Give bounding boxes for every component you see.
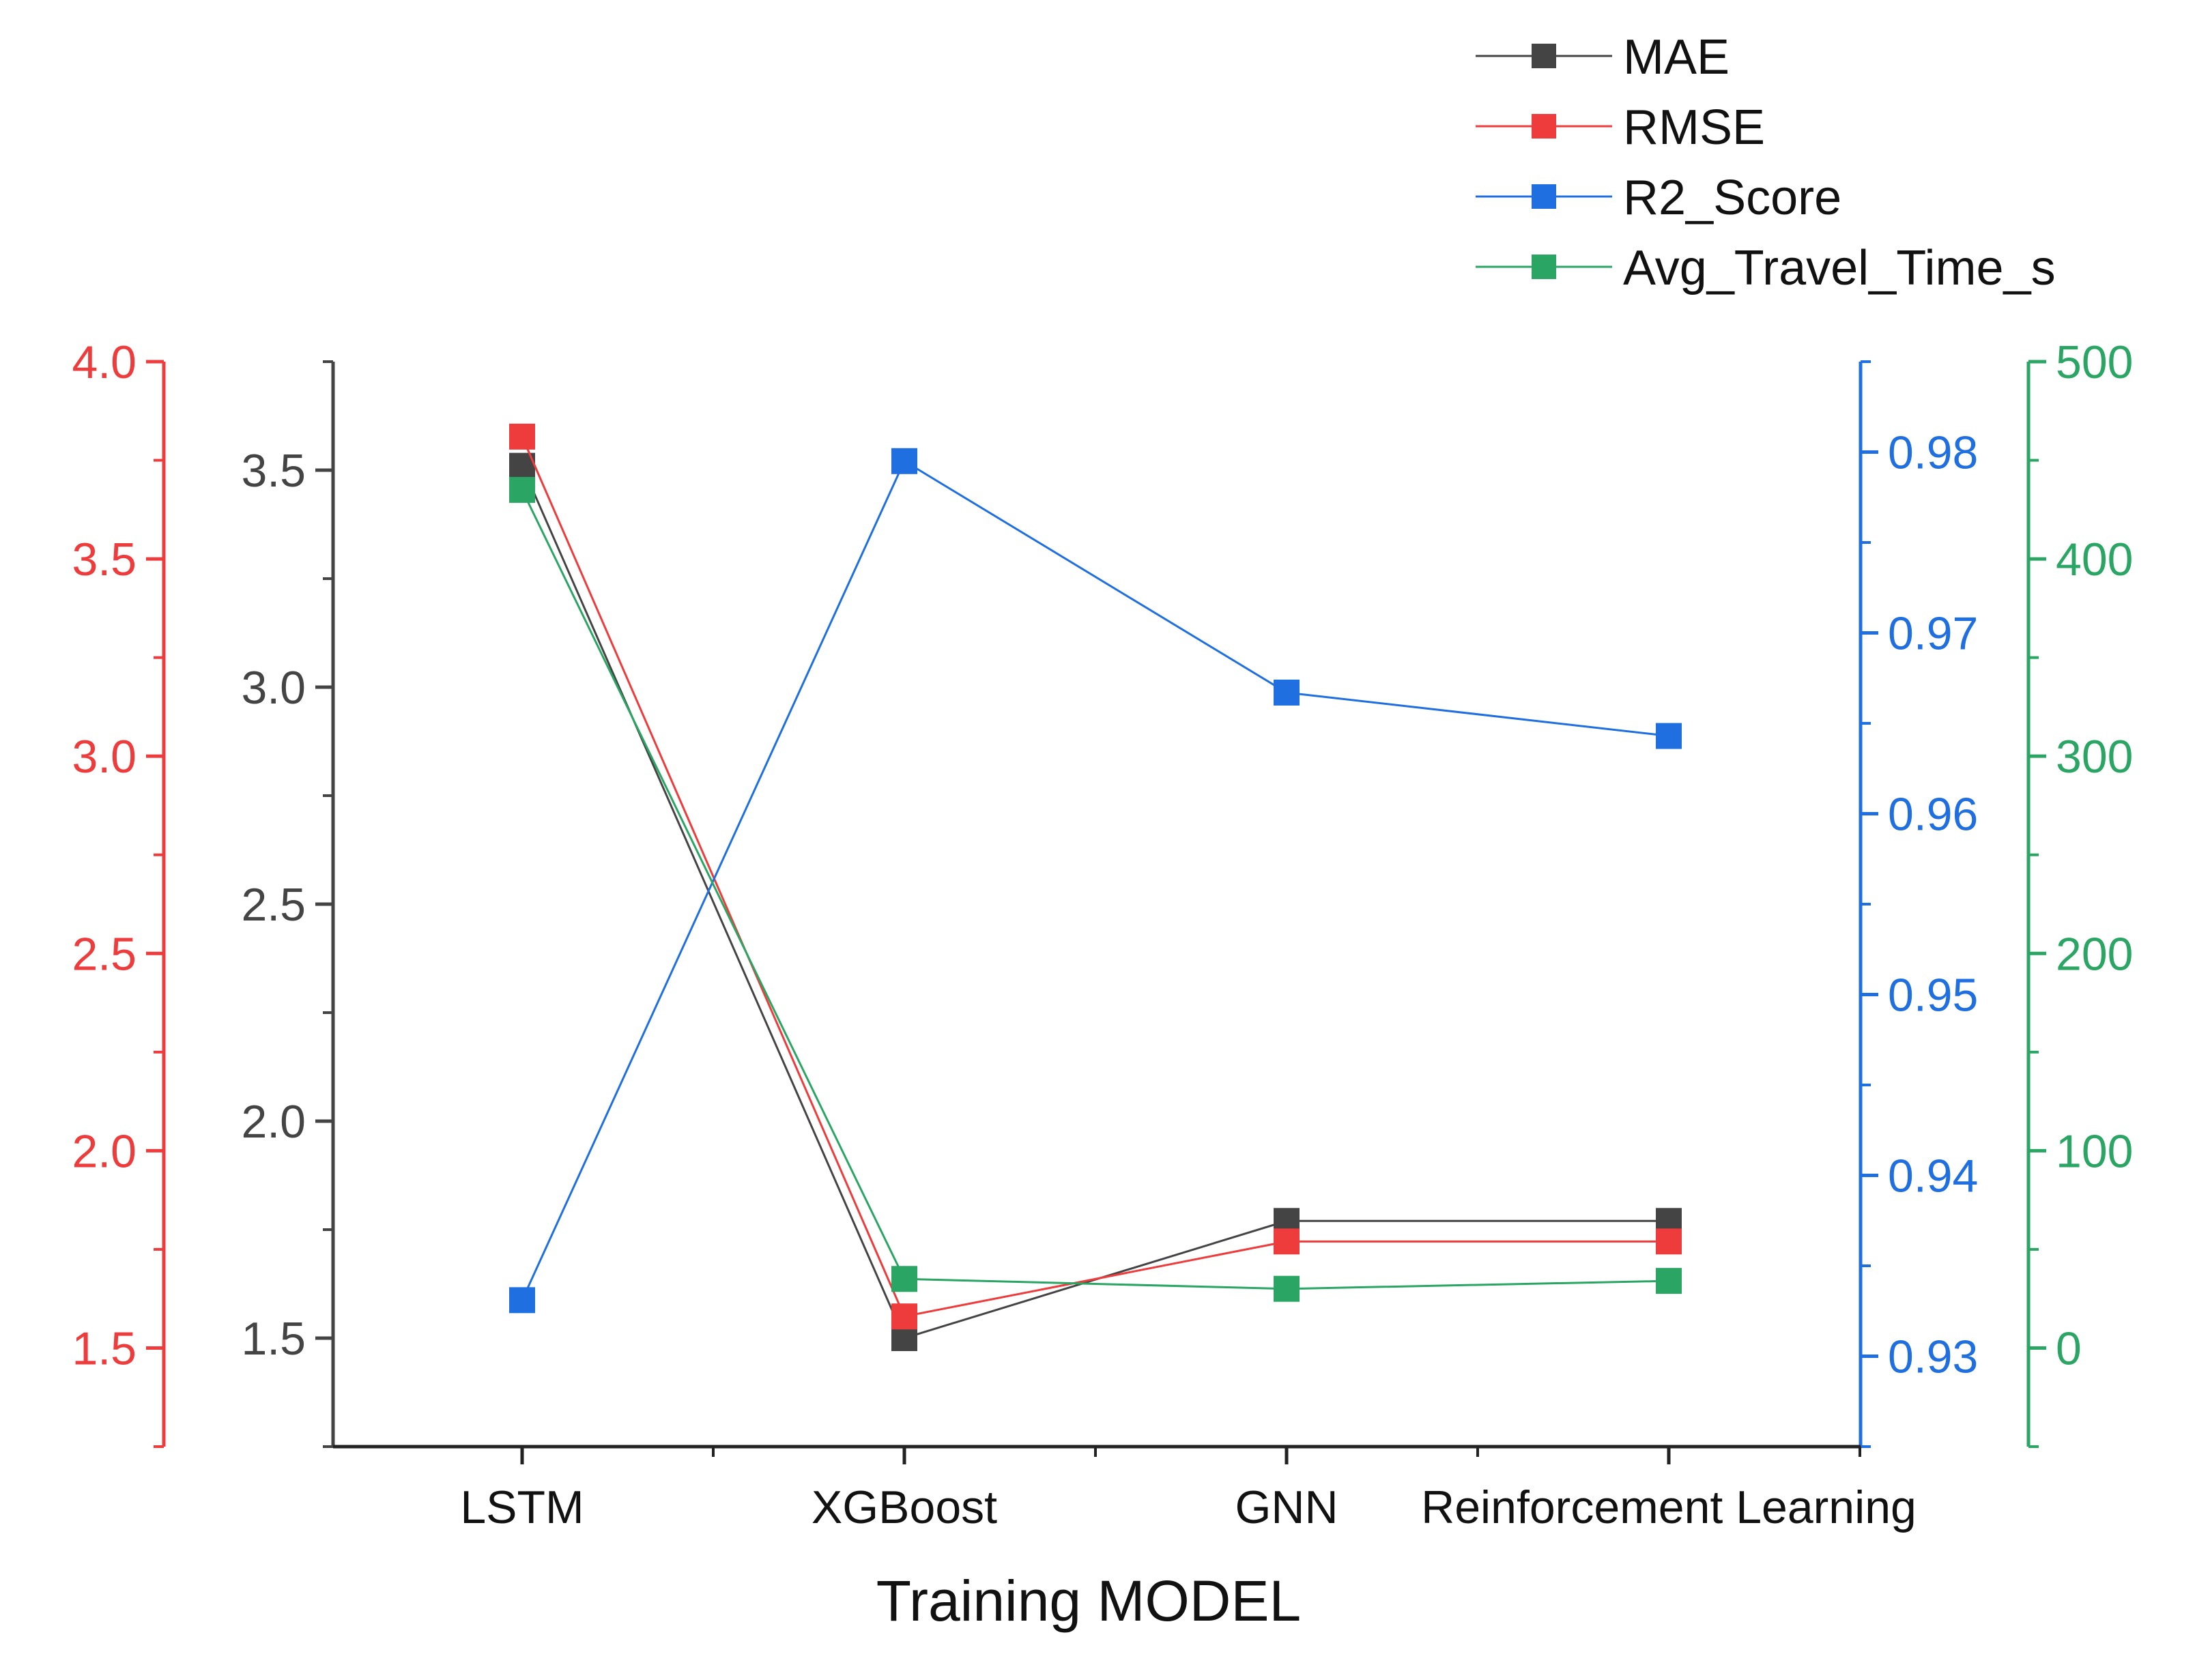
series-line-MAE bbox=[521, 465, 1669, 1339]
r2-axis-tick-label: 0.97 bbox=[1888, 608, 1978, 660]
series-line-Avg_Travel_Time_s bbox=[521, 489, 1669, 1290]
data-point-Avg_Travel_Time_s-LSTM bbox=[509, 476, 535, 503]
legend-marker-Avg_Travel_Time_s bbox=[1532, 255, 1556, 279]
rmse-axis-tick-label: 3.5 bbox=[72, 534, 137, 585]
data-point-R2_Score-XGBoost bbox=[891, 448, 917, 474]
rmse-axis-tick-label: 1.5 bbox=[72, 1322, 137, 1374]
rmse-axis-tick-label: 2.0 bbox=[72, 1125, 137, 1177]
travel-axis-tick-label: 500 bbox=[2056, 336, 2133, 388]
x-axis-tick-label: GNN bbox=[1235, 1481, 1338, 1533]
data-point-RMSE-XGBoost bbox=[891, 1303, 917, 1330]
data-point-RMSE-GNN bbox=[1274, 1228, 1300, 1255]
data-point-R2_Score-GNN bbox=[1274, 679, 1300, 706]
legend-label-Avg_Travel_Time_s: Avg_Travel_Time_s bbox=[1623, 241, 2056, 295]
series-line-RMSE bbox=[521, 436, 1669, 1318]
r2-axis-tick-label: 0.94 bbox=[1888, 1150, 1978, 1202]
x-axis-tick-label: Reinforcement Learning bbox=[1421, 1481, 1917, 1533]
data-point-Avg_Travel_Time_s-GNN bbox=[1274, 1275, 1300, 1302]
r2-axis-tick-label: 0.93 bbox=[1888, 1331, 1978, 1383]
x-axis-tick-label: LSTM bbox=[460, 1481, 584, 1533]
legend-marker-MAE bbox=[1532, 44, 1556, 68]
data-point-MAE-XGBoost bbox=[891, 1325, 917, 1351]
legend-marker-RMSE bbox=[1532, 114, 1556, 139]
mae-axis-tick-label: 1.5 bbox=[241, 1313, 306, 1365]
x-axis-tick-label: XGBoost bbox=[812, 1481, 997, 1533]
mae-axis-tick-label: 3.0 bbox=[241, 662, 306, 714]
legend-label-RMSE: RMSE bbox=[1623, 100, 1765, 155]
travel-axis-tick-label: 400 bbox=[2056, 534, 2133, 585]
data-point-RMSE-LSTM bbox=[509, 423, 535, 450]
legend: MAE RMSE R2_Score Avg_Travel_Time_s bbox=[1476, 30, 2056, 295]
rmse-axis-tick-label: 3.0 bbox=[72, 731, 137, 783]
x-axis-title: Training MODEL bbox=[876, 1569, 1301, 1633]
r2-axis-tick-label: 0.96 bbox=[1888, 789, 1978, 841]
travel-axis-tick-label: 0 bbox=[2056, 1322, 2082, 1374]
travel-axis-tick-label: 300 bbox=[2056, 731, 2133, 783]
rmse-axis-tick-label: 2.5 bbox=[72, 928, 137, 980]
data-point-RMSE-Reinforcement-Learning bbox=[1656, 1228, 1682, 1255]
travel-axis-tick-label: 200 bbox=[2056, 928, 2133, 980]
data-point-R2_Score-LSTM bbox=[509, 1287, 535, 1314]
data-point-R2_Score-Reinforcement-Learning bbox=[1656, 723, 1682, 749]
series-line-R2_Score bbox=[521, 459, 1669, 1301]
mae-axis-tick-label: 2.5 bbox=[241, 879, 306, 931]
data-point-Avg_Travel_Time_s-XGBoost bbox=[891, 1266, 917, 1292]
rmse-axis-tick-label: 4.0 bbox=[72, 336, 137, 388]
series-layer bbox=[509, 423, 1682, 1351]
legend-label-R2_Score: R2_Score bbox=[1623, 171, 1841, 225]
travel-axis-tick-label: 100 bbox=[2056, 1125, 2133, 1177]
mae-axis-tick-label: 3.5 bbox=[241, 445, 306, 497]
legend-label-MAE: MAE bbox=[1623, 30, 1730, 85]
mae-axis-tick-label: 2.0 bbox=[241, 1096, 306, 1148]
data-point-Avg_Travel_Time_s-Reinforcement-Learning bbox=[1656, 1268, 1682, 1294]
legend-marker-R2_Score bbox=[1532, 184, 1556, 209]
axes-layer: 1.5 2.0 2.5 3.0 3.5 1.5 2.0 2.5 3.0 3.5 4.0 0.93 0.9… bbox=[72, 336, 2133, 1533]
r2-axis-tick-label: 0.98 bbox=[1888, 427, 1978, 479]
r2-axis-tick-label: 0.95 bbox=[1888, 970, 1978, 1022]
